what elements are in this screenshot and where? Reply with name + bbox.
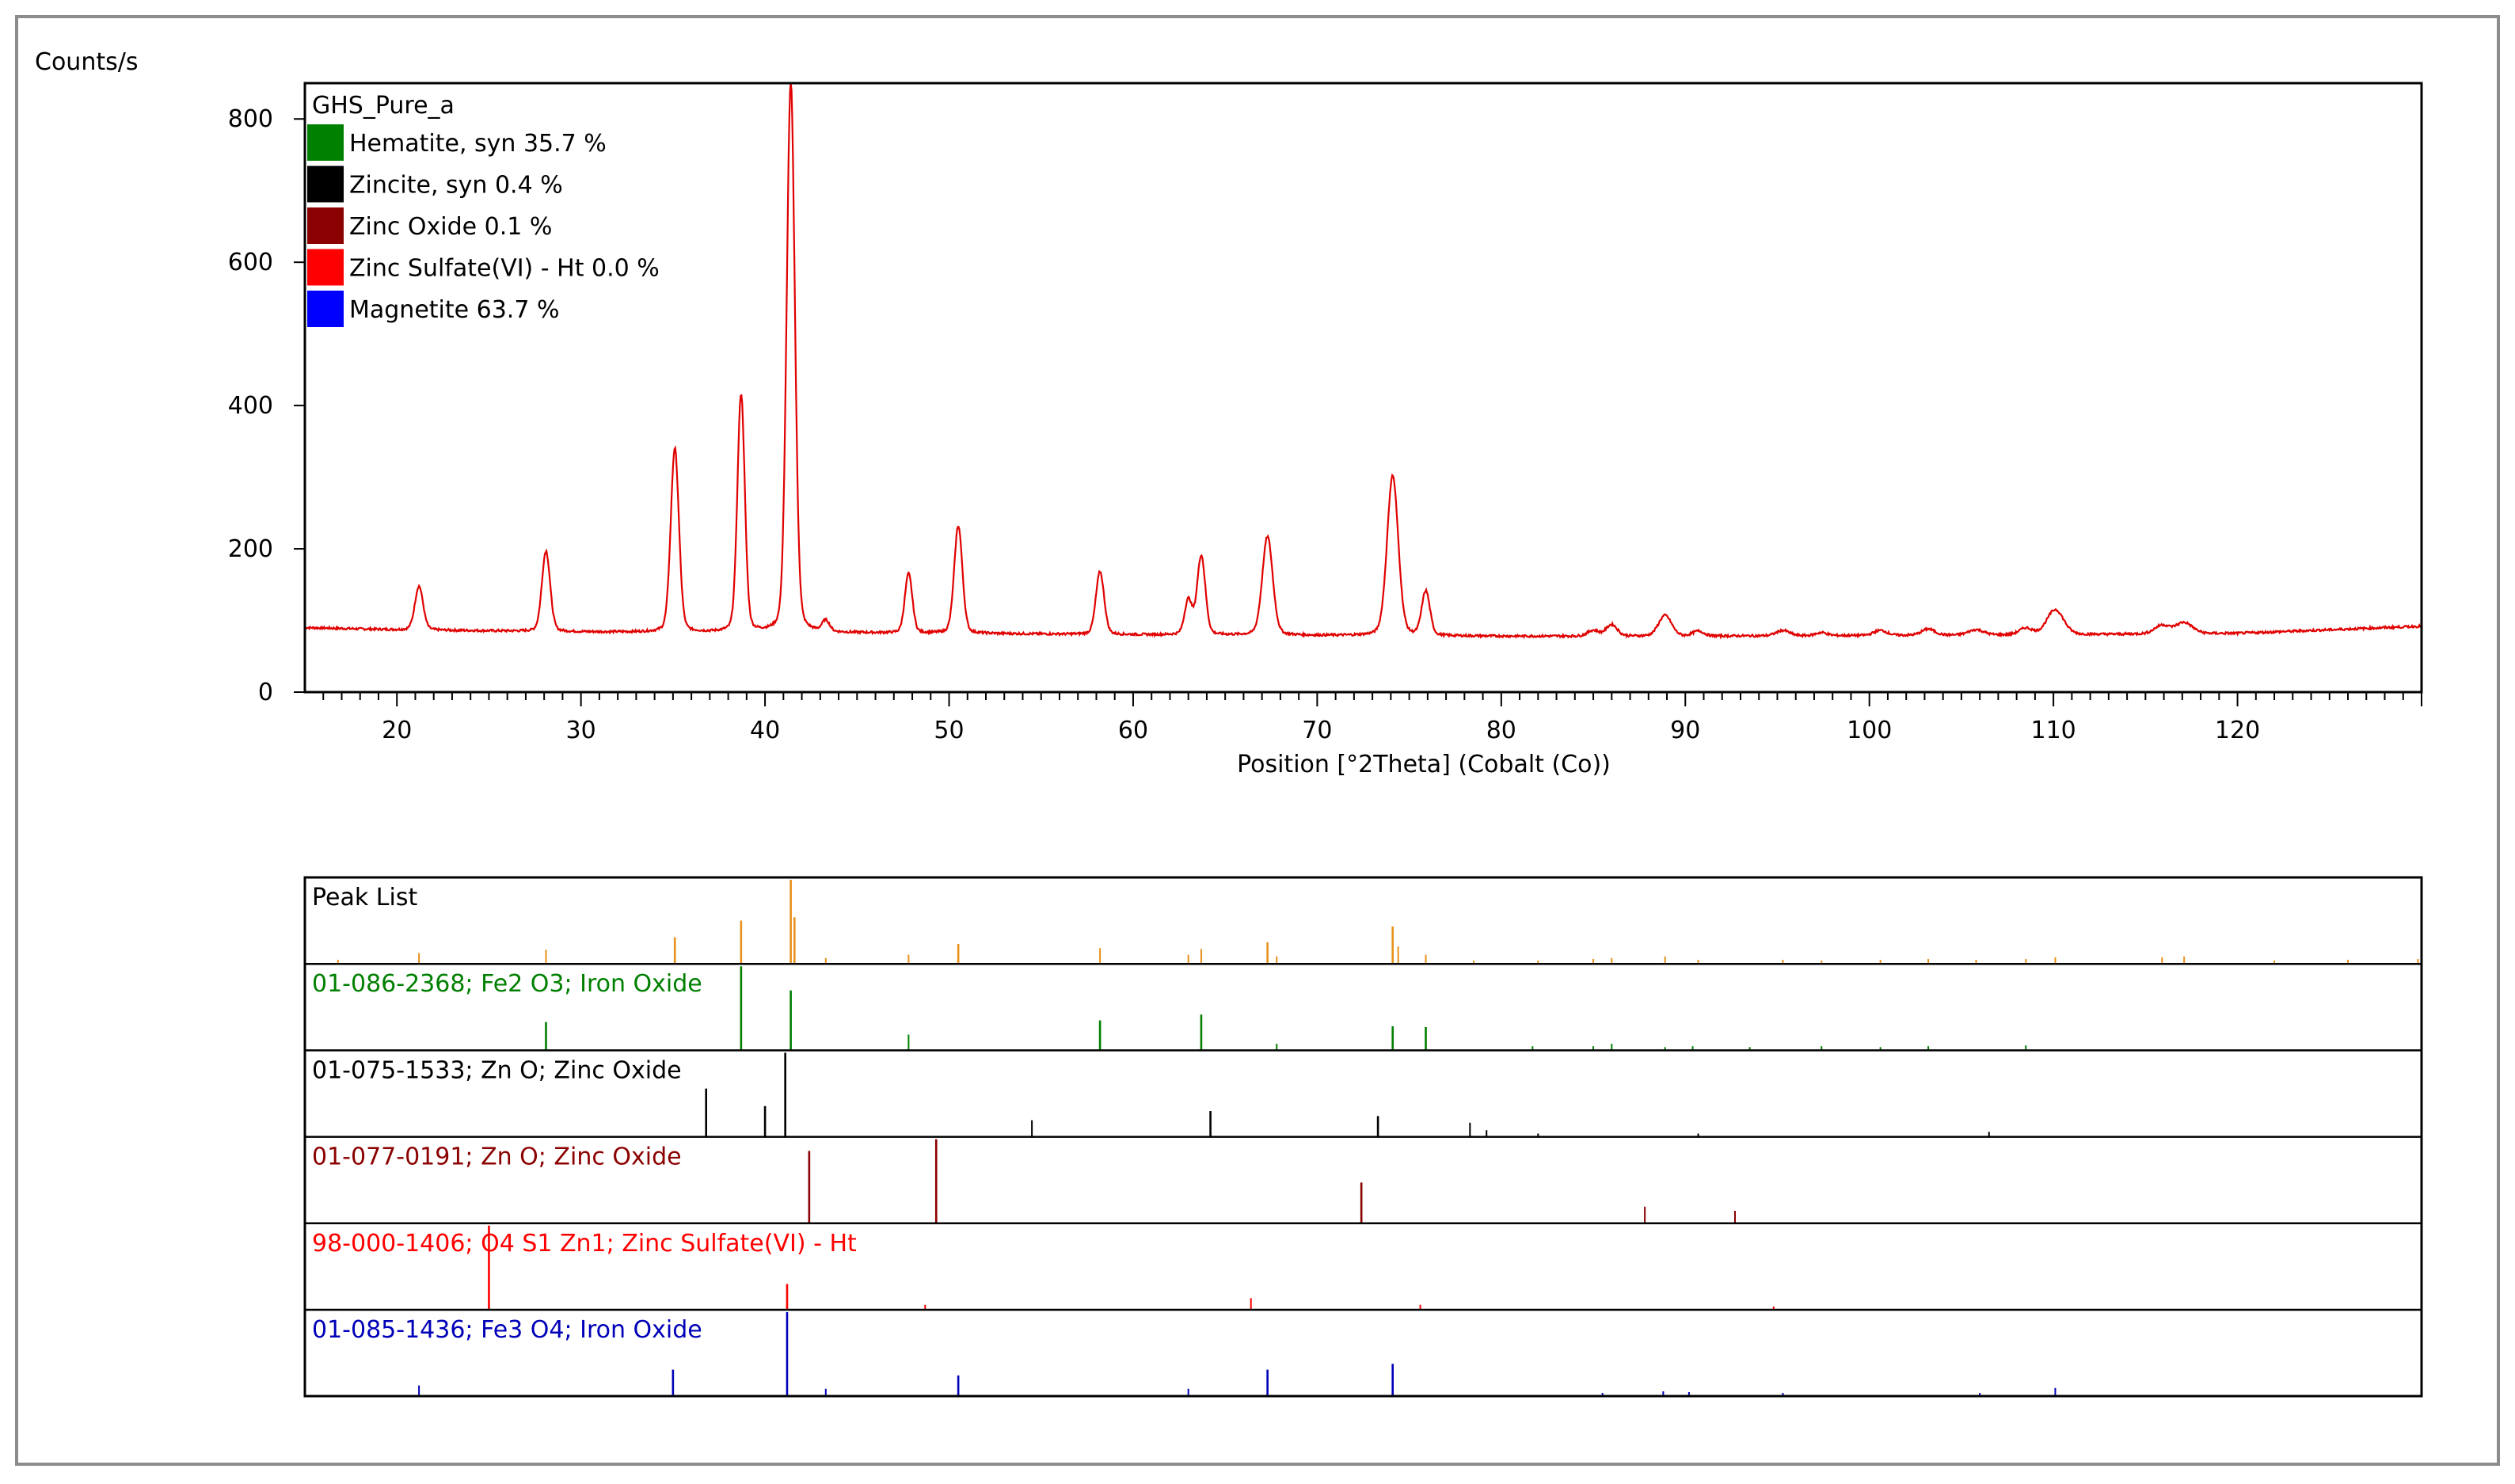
legend-label: Zincite, syn 0.4 % <box>349 172 563 200</box>
legend-swatch <box>307 124 344 161</box>
legend-label: Zinc Oxide 0.1 % <box>349 213 552 241</box>
legend-swatch <box>307 166 344 203</box>
y-axis-label: Counts/s <box>35 48 138 76</box>
y-tick-label: 800 <box>228 105 273 133</box>
reference-panel: Peak List <box>312 880 2419 964</box>
y-tick-label: 200 <box>228 535 273 563</box>
x-tick-label: 50 <box>934 717 964 744</box>
reference-panel-label: 01-075-1533; Zn O; Zinc Oxide <box>312 1056 682 1084</box>
x-tick-label: 60 <box>1118 717 1148 744</box>
phase-legend: GHS_Pure_a Hematite, syn 35.7 % Zincite, … <box>307 92 660 327</box>
stick-panels-frame <box>303 876 2423 1398</box>
x-tick-label: 90 <box>1670 717 1700 744</box>
legend-swatch <box>307 207 344 244</box>
main-plot-frame <box>303 82 2423 694</box>
reference-panel-label: 98-000-1406; O4 S1 Zn1; Zinc Sulfate(VI)… <box>312 1230 857 1258</box>
diffraction-pattern-line <box>304 82 2422 640</box>
x-axis-ticks: 20 30 40 50 60 70 80 90 100 110 120 <box>322 692 2422 744</box>
y-tick-label: 600 <box>228 249 273 276</box>
x-tick-label: 40 <box>750 717 780 744</box>
x-tick-label: 120 <box>2215 717 2260 744</box>
reference-panel-label: Peak List <box>312 884 417 911</box>
reference-panel: 01-085-1436; Fe3 O4; Iron Oxide <box>305 1308 2422 1396</box>
reference-pattern-panels: Peak List 01-086-2368; Fe2 O3; Iron Oxide… <box>305 880 2422 1396</box>
legend-label: Hematite, syn 35.7 % <box>349 130 607 158</box>
reference-panel: 01-086-2368; Fe2 O3; Iron Oxide <box>305 962 2422 1050</box>
legend-swatch <box>307 291 344 327</box>
reference-panel-label: 01-077-0191; Zn O; Zinc Oxide <box>312 1143 682 1171</box>
y-tick-label: 400 <box>228 392 273 420</box>
reference-panel: 01-077-0191; Zn O; Zinc Oxide <box>305 1136 2422 1223</box>
reference-panel-label: 01-085-1436; Fe3 O4; Iron Oxide <box>312 1316 702 1344</box>
legend-label: Zinc Sulfate(VI) - Ht 0.0 % <box>349 255 660 283</box>
reference-panel-label: 01-086-2368; Fe2 O3; Iron Oxide <box>312 970 702 998</box>
x-axis-label: Position [°2Theta] (Cobalt (Co)) <box>1237 751 1611 778</box>
x-tick-label: 110 <box>2030 717 2076 744</box>
reference-panel: 01-075-1533; Zn O; Zinc Oxide <box>305 1049 2422 1136</box>
x-tick-label: 100 <box>1847 717 1892 744</box>
x-tick-label: 30 <box>566 717 596 744</box>
sample-name: GHS_Pure_a <box>312 92 455 120</box>
y-axis-ticks: 0 200 400 600 800 <box>228 105 305 706</box>
x-tick-label: 80 <box>1486 717 1516 744</box>
x-tick-label: 70 <box>1302 717 1332 744</box>
x-tick-label: 20 <box>382 717 412 744</box>
legend-swatch <box>307 249 344 286</box>
legend-label: Magnetite 63.7 % <box>349 296 559 324</box>
y-tick-label: 0 <box>258 679 273 706</box>
reference-panel: 98-000-1406; O4 S1 Zn1; Zinc Sulfate(VI)… <box>305 1222 2422 1309</box>
